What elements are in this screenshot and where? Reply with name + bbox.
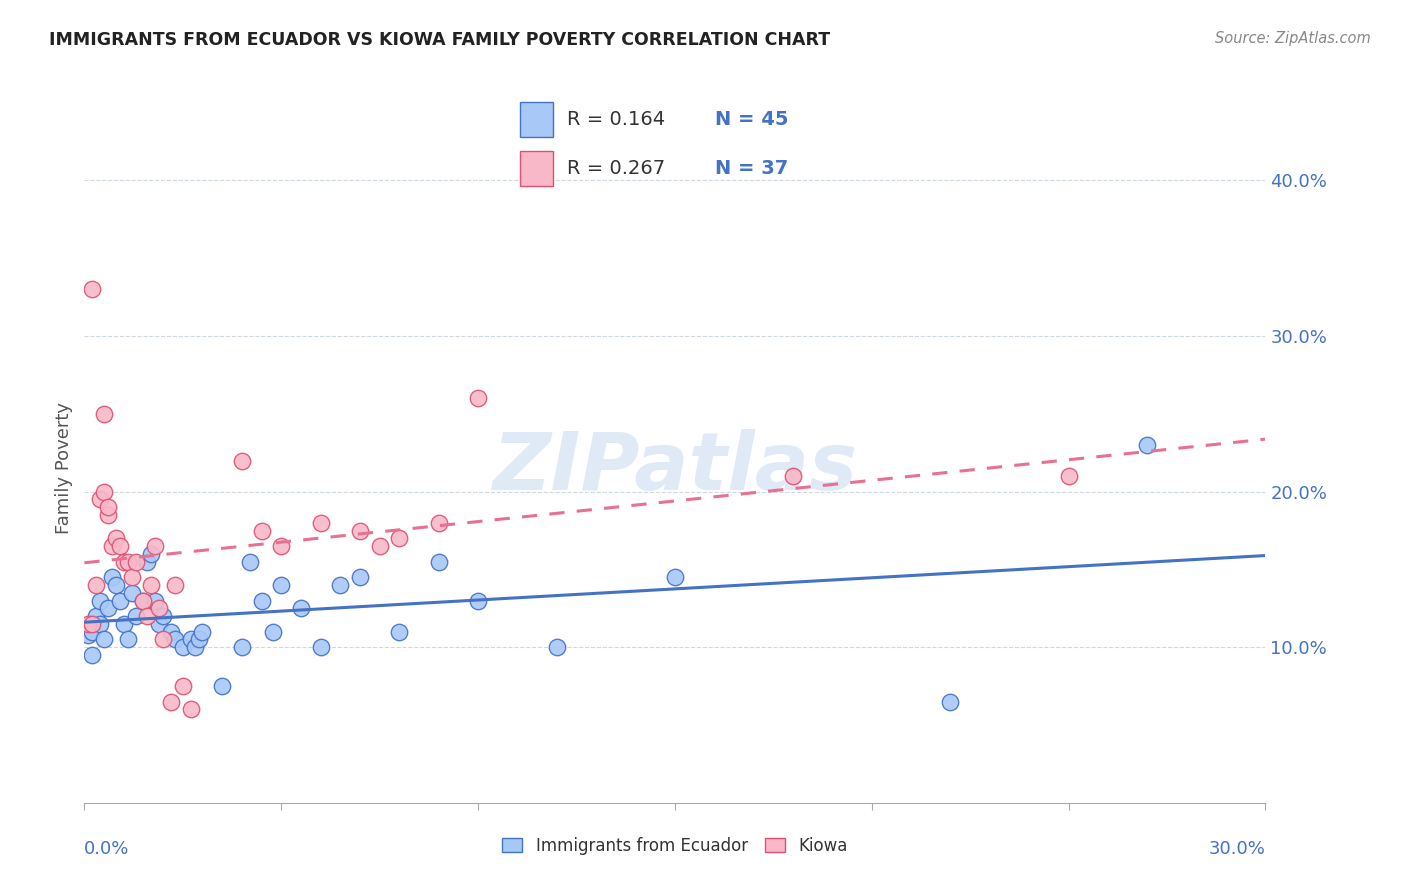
Point [250, 524, 273, 538]
Point [82, 282, 104, 296]
Point [82, 624, 104, 639]
Point [427, 555, 450, 569]
Text: Source: ZipAtlas.com: Source: ZipAtlas.com [1215, 31, 1371, 46]
Point [82, 648, 104, 662]
Legend: Immigrants from Ecuador, Kiowa: Immigrants from Ecuador, Kiowa [496, 830, 853, 862]
Point [329, 578, 352, 592]
Point [148, 616, 170, 631]
Point [77, 616, 100, 631]
Point [187, 632, 209, 647]
Point [124, 555, 146, 569]
Point [211, 679, 233, 693]
Point [180, 632, 202, 647]
Point [104, 531, 127, 545]
Text: R = 0.164: R = 0.164 [567, 110, 665, 128]
Point [664, 570, 686, 584]
Point [546, 640, 568, 655]
Point [112, 555, 135, 569]
Point [132, 593, 155, 607]
Point [141, 578, 163, 592]
Point [160, 695, 183, 709]
Point [163, 632, 186, 647]
Point [180, 702, 202, 716]
Point [270, 539, 292, 553]
Point [121, 586, 143, 600]
Point [141, 547, 163, 561]
Text: ZIPatlas: ZIPatlas [492, 429, 858, 508]
Point [93, 407, 115, 421]
Point [163, 578, 186, 592]
Point [191, 624, 214, 639]
Point [290, 601, 312, 615]
Point [1136, 438, 1159, 452]
Point [1057, 469, 1080, 483]
Point [467, 392, 489, 406]
FancyBboxPatch shape [520, 151, 554, 186]
Point [239, 555, 262, 569]
Point [77, 628, 100, 642]
Point [89, 492, 111, 507]
Point [117, 632, 139, 647]
Point [467, 593, 489, 607]
Point [108, 593, 131, 607]
Point [172, 640, 194, 655]
Point [97, 508, 120, 522]
FancyBboxPatch shape [520, 102, 554, 136]
Point [309, 640, 332, 655]
Point [143, 593, 166, 607]
Text: 0.0%: 0.0% [84, 839, 129, 857]
Text: R = 0.267: R = 0.267 [567, 159, 665, 178]
Point [93, 484, 115, 499]
Point [89, 616, 111, 631]
Point [172, 679, 194, 693]
Point [84, 609, 107, 624]
Point [349, 570, 371, 584]
Point [349, 524, 371, 538]
Point [183, 640, 205, 655]
Point [121, 570, 143, 584]
Point [132, 593, 155, 607]
Text: IMMIGRANTS FROM ECUADOR VS KIOWA FAMILY POVERTY CORRELATION CHART: IMMIGRANTS FROM ECUADOR VS KIOWA FAMILY … [49, 31, 831, 49]
Point [89, 593, 111, 607]
Point [231, 453, 253, 467]
Point [152, 632, 174, 647]
Point [368, 539, 391, 553]
Point [117, 555, 139, 569]
Point [262, 624, 284, 639]
Point [101, 570, 124, 584]
Point [93, 632, 115, 647]
Point [124, 609, 146, 624]
Point [112, 616, 135, 631]
Point [160, 624, 183, 639]
Point [84, 578, 107, 592]
Y-axis label: Family Poverty: Family Poverty [55, 402, 73, 534]
Text: 30.0%: 30.0% [1209, 839, 1265, 857]
Point [782, 469, 804, 483]
Point [388, 531, 411, 545]
Point [250, 593, 273, 607]
Point [152, 609, 174, 624]
Point [136, 555, 159, 569]
Point [97, 500, 120, 515]
Point [427, 516, 450, 530]
Point [108, 539, 131, 553]
Point [136, 609, 159, 624]
Point [143, 539, 166, 553]
Point [309, 516, 332, 530]
Point [231, 640, 253, 655]
Point [388, 624, 411, 639]
Point [101, 539, 124, 553]
Point [104, 578, 127, 592]
Point [939, 695, 962, 709]
Text: N = 37: N = 37 [716, 159, 789, 178]
Point [97, 601, 120, 615]
Point [82, 616, 104, 631]
Text: N = 45: N = 45 [716, 110, 789, 128]
Point [270, 578, 292, 592]
Point [148, 601, 170, 615]
